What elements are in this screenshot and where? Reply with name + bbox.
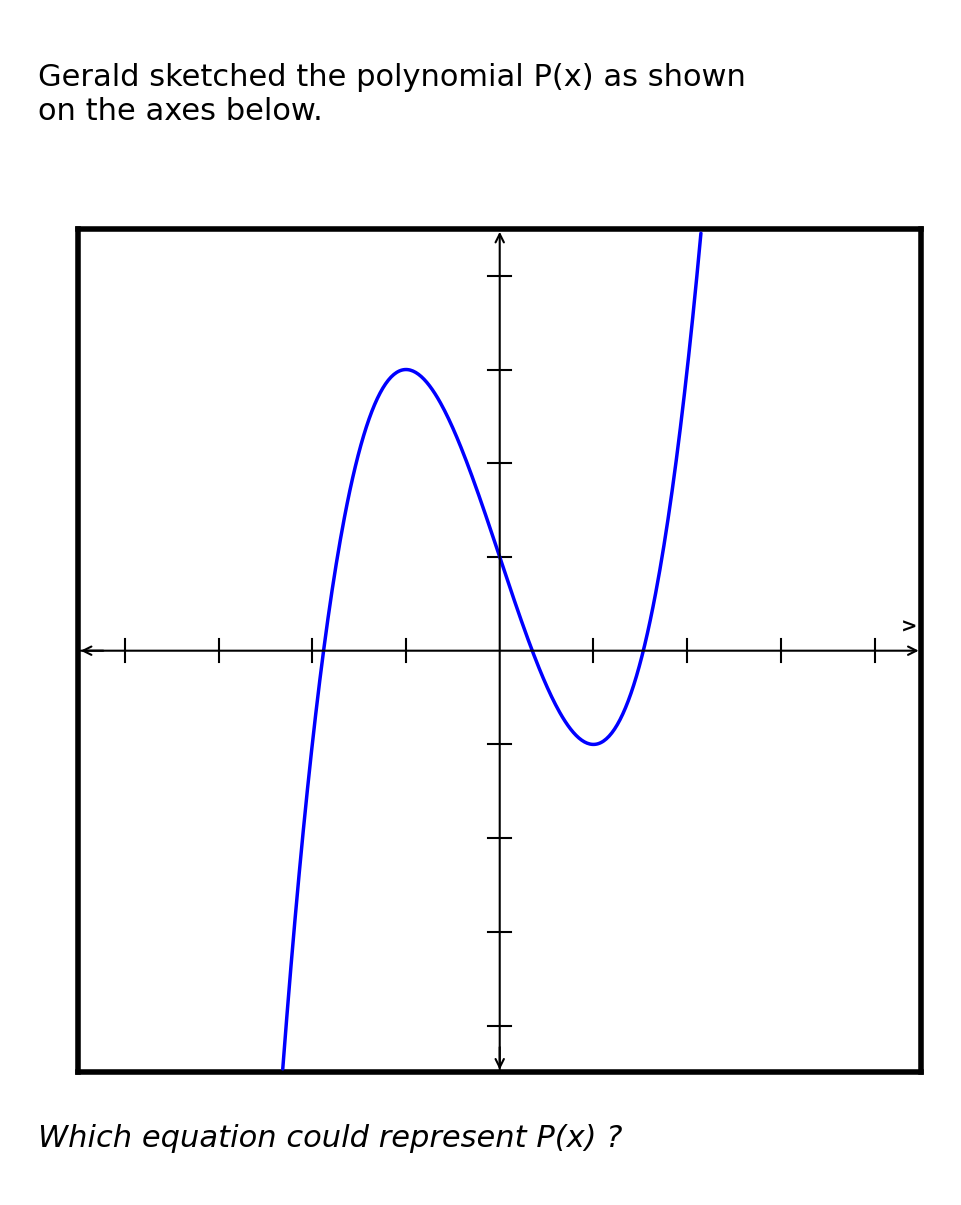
Text: Gerald sketched the polynomial P(x) as shown
on the axes below.: Gerald sketched the polynomial P(x) as s… [37,64,746,125]
Text: Which equation could represent P(x) ?: Which equation could represent P(x) ? [37,1124,622,1153]
Text: >: > [900,618,917,636]
